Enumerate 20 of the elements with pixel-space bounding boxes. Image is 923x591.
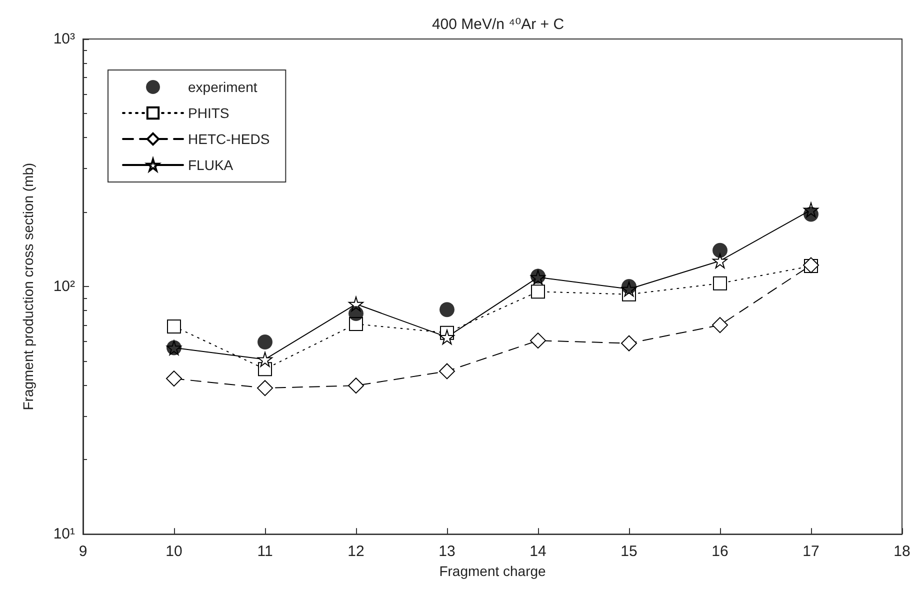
y-axis-title: Fragment production cross section (mb) — [20, 162, 36, 410]
y-tick-label: 10² — [53, 278, 75, 296]
x-axis-title: Fragment charge — [439, 563, 546, 579]
x-tick-label: 9 — [78, 543, 88, 560]
legend-label: PHITS — [188, 105, 230, 121]
legend-label: experiment — [188, 79, 258, 95]
x-tick-label: 11 — [257, 543, 273, 560]
x-tick-label: 18 — [894, 543, 910, 560]
x-tick-label: 16 — [712, 543, 728, 560]
y-tick-label: 10¹ — [53, 526, 75, 543]
x-tick-label: 17 — [802, 543, 820, 560]
x-tick-label: 14 — [530, 543, 546, 560]
legend-label: FLUKA — [188, 157, 234, 173]
x-tick-label: 15 — [620, 543, 638, 560]
legend-label: HETC-HEDS — [188, 131, 270, 147]
x-tick-label: 13 — [438, 543, 456, 560]
y-tick-label: 10³ — [53, 30, 75, 48]
chart-title: 400 MeV/n ⁴⁰Ar + C — [432, 16, 564, 33]
x-tick-label: 12 — [348, 543, 364, 560]
x-tick-label: 10 — [166, 543, 182, 560]
